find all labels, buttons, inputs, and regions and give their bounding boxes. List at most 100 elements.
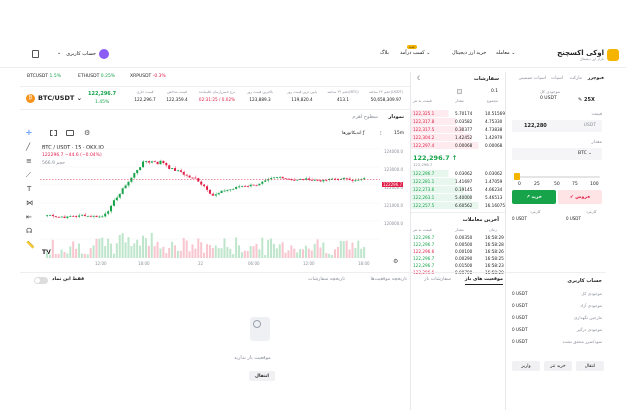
volume-bar [363, 246, 366, 258]
orderbook-row[interactable]: 122,263.1 5.40000 5.46513 [411, 194, 505, 201]
crosshair-icon[interactable]: ✛ [26, 129, 32, 137]
tab-futures[interactable]: فیوچرز [587, 76, 604, 81]
deposit-button[interactable]: واریز [512, 361, 540, 371]
volume-bar [150, 232, 153, 258]
only-this-symbol-toggle[interactable] [34, 277, 48, 284]
candle-body [299, 179, 302, 180]
settings-icon[interactable]: ⚙ [84, 129, 91, 137]
text-icon[interactable]: T [27, 185, 32, 193]
volume-bar [278, 244, 281, 258]
tab-spot-guaranteed[interactable]: اسپات تضمینی [518, 76, 546, 81]
account-menu[interactable]: حساب کاربری ⌄ [57, 48, 109, 61]
volume-bar [322, 242, 325, 258]
fullscreen-icon[interactable] [50, 130, 57, 136]
empty-transfer-button[interactable]: انتقال [249, 371, 275, 381]
tab-order-history[interactable]: تاریخچه سفارشات [308, 277, 345, 282]
transfer-button[interactable]: انتقال [576, 361, 604, 371]
volume-bar [182, 237, 185, 258]
orderbook-cell: 0.19145 [455, 187, 473, 192]
account-label: حساب کاربری [66, 51, 96, 57]
tab-open-orders[interactable]: سفارشات باز [424, 277, 451, 282]
tab-open-positions[interactable]: موقعیت های باز [464, 277, 503, 285]
orderbook-row[interactable]: 122,317.5 0.30377 4.73838 [411, 126, 505, 133]
orderbook-row[interactable]: 122,317.8 0.03582 4.75330 [411, 118, 505, 125]
pair-selector[interactable]: BTC/USDT ⌄ [38, 94, 82, 102]
indicators-button[interactable]: اندیکاتورها ƒ [342, 131, 365, 136]
candle-body [121, 188, 124, 194]
volume-bar [310, 250, 313, 258]
sell-button[interactable]: ↙ فروش [558, 190, 602, 204]
amount-slider[interactable] [516, 176, 600, 178]
brush-icon[interactable]: ⟋ [26, 171, 31, 179]
account-row-value: 0 USDT [512, 303, 528, 308]
fib-icon[interactable]: ≡ [26, 157, 32, 165]
account-panel: حساب کاربری موجودی کل 0 USDT موجودی آزاد 0 … [506, 272, 606, 410]
current-price-tag: 122296.7 [382, 182, 404, 187]
slider-mark[interactable]: 75 [572, 182, 578, 187]
slider-mark[interactable]: 25 [534, 182, 540, 187]
nav-item-buy-crypto[interactable]: خرید ارز دیجیتال [452, 50, 487, 56]
slider-handle[interactable] [514, 173, 520, 180]
tab-spot[interactable]: اسپات [551, 76, 563, 81]
price-input[interactable]: 122,280 USDT [512, 120, 602, 132]
pattern-icon[interactable]: ⋈ [26, 199, 33, 207]
orderbook-row[interactable]: 122,296.7 0.03062 0.03062 [411, 170, 505, 177]
pair-price: 122,296.7 [88, 91, 117, 97]
price-label: قیمت [591, 112, 602, 117]
magnet-icon[interactable]: ☊ [26, 227, 33, 235]
chevron-down-icon: ⌄ [57, 50, 62, 56]
candle-body [284, 178, 287, 180]
interval-selector[interactable]: 15m [394, 131, 405, 136]
volume-bar [238, 245, 241, 258]
pair-stat-value: 123,889.3 [249, 97, 271, 102]
slider-mark[interactable]: 100 [590, 182, 599, 187]
camera-icon[interactable] [66, 130, 74, 136]
moon-icon[interactable]: ☾ [417, 75, 423, 82]
candle-body [124, 185, 127, 189]
trendline-icon[interactable]: ╱ [26, 143, 31, 151]
chevron-down-icon: ⌄ [424, 50, 431, 56]
orderbook-row[interactable]: 122,273.6 0.19145 4.66234 [411, 186, 505, 193]
orderbook-row[interactable]: 122,281.1 1.41697 1.47059 [411, 178, 505, 185]
volume-bar [197, 238, 200, 258]
measure-icon[interactable]: ⇤ [26, 213, 32, 221]
buy-button[interactable]: ↗ خرید [512, 190, 556, 204]
pair-symbol: BTC/USDT [38, 94, 75, 102]
orderbook-row[interactable]: 122,304.2 1.42452 1.42979 [411, 134, 505, 141]
sell-icon: ↙ [569, 194, 576, 200]
orderbook-view-icon[interactable] [457, 89, 462, 94]
slider-mark[interactable]: 50 [554, 182, 560, 187]
candle-type-icon[interactable]: ⫶ [380, 130, 382, 137]
leverage-selector[interactable]: 25X [584, 97, 595, 103]
chart-settings-icon[interactable]: ⚙ [393, 258, 399, 265]
candle-body [197, 178, 200, 182]
candle-body [214, 194, 217, 196]
tab-market[interactable]: مارکت [569, 76, 582, 81]
brand-logo[interactable]: اوکی اکسچنج بازار ارز دیجیتال [549, 48, 619, 62]
trade-cell: 16:58:28 [485, 242, 504, 247]
tab-chart[interactable]: نمودار [388, 114, 404, 120]
theme-toggle-icon[interactable] [32, 50, 39, 58]
tab-position-history[interactable]: تاریخچه موقعیت‌ها [370, 277, 407, 282]
orderbook-row[interactable]: 122,297.4 0.00068 0.00068 [411, 142, 505, 149]
pair-stat-label: قیمت شاخص [167, 90, 187, 94]
tab-leverage-levels[interactable]: سطوح اهرم [352, 114, 378, 120]
nav-item-trade[interactable]: ⌄ معامله [496, 50, 515, 56]
candle-body [255, 185, 258, 187]
ticker-item[interactable]: XRPUSDT -0.3% [130, 74, 166, 79]
ticker-item[interactable]: ETHUSDT 0.25% [78, 74, 115, 79]
edit-icon[interactable]: ✎ [578, 97, 583, 103]
orderbook-row[interactable]: 122,257.5 6.60562 16.16075 [411, 202, 505, 209]
volume-bar [139, 245, 142, 258]
ticker-item[interactable]: BTCUSDT 1.5% [27, 74, 61, 79]
candlestick-chart[interactable] [40, 142, 380, 258]
nav-item-blog[interactable]: بلاگ [380, 50, 389, 56]
orderbook-row[interactable]: 122,325.1 5.70174 10.51569 [411, 110, 505, 117]
nav-item-earn[interactable]: ⌄ کسب درآمد [400, 50, 430, 56]
volume-bar [69, 246, 72, 258]
amount-input[interactable]: BTC ⌄ [512, 148, 602, 160]
buy-tether-button[interactable]: خرید تتر [544, 361, 572, 371]
orderbook-tick-selector[interactable]: 0.1 [491, 89, 499, 94]
ruler-icon[interactable]: 📏 [26, 241, 35, 249]
slider-mark[interactable]: 0 [518, 182, 521, 187]
